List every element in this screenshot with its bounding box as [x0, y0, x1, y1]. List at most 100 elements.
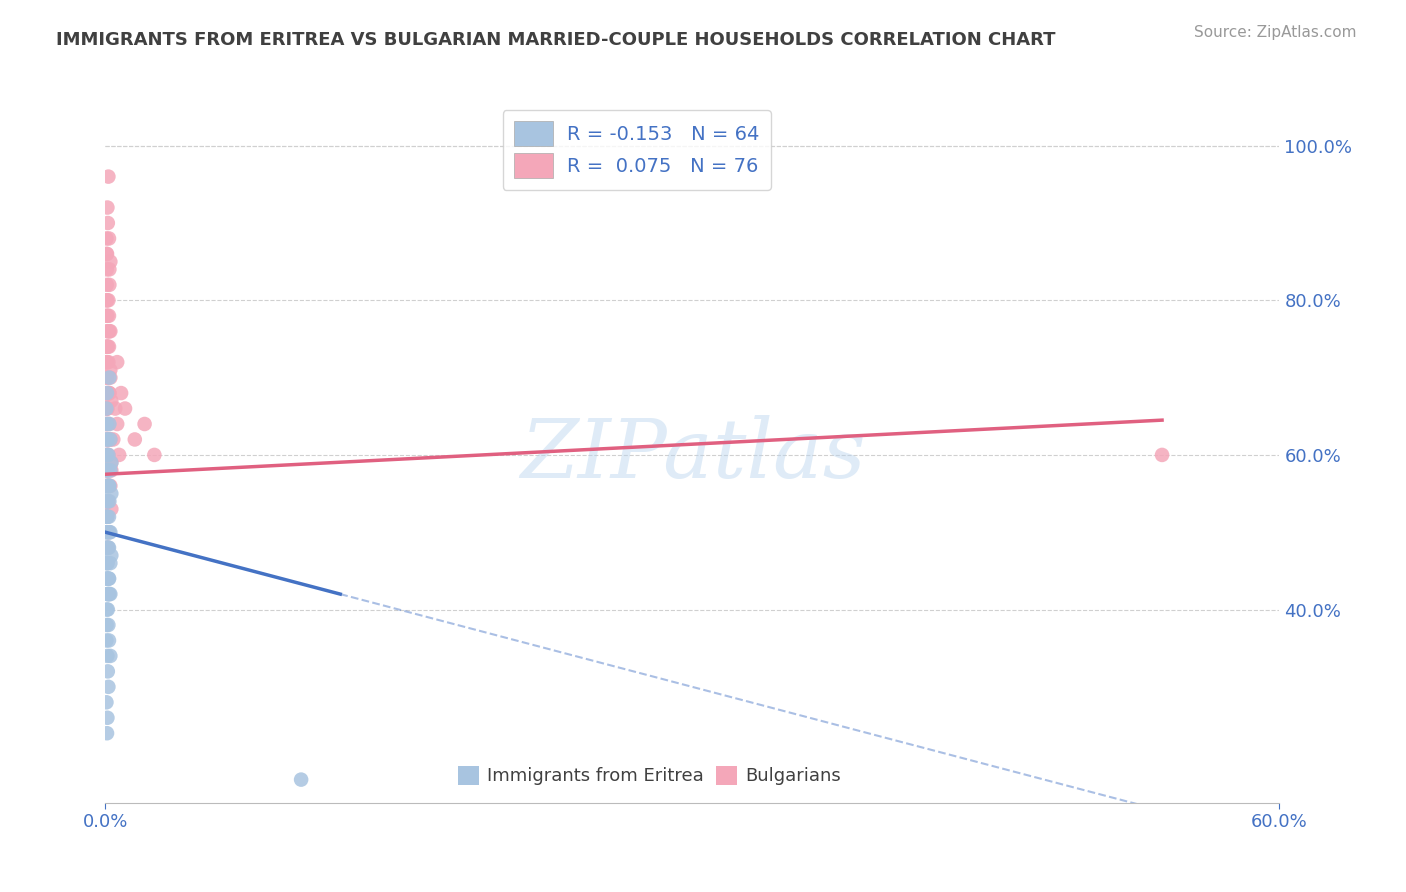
Point	[104, 401, 127, 416]
Point	[98, 556, 121, 570]
Point	[96, 541, 118, 555]
Point	[100, 463, 122, 477]
Point	[97, 386, 120, 401]
Point	[96, 401, 118, 416]
Point	[96, 417, 118, 431]
Point	[98, 525, 121, 540]
Point	[98, 479, 121, 493]
Point	[98, 572, 121, 586]
Point	[97, 665, 120, 679]
Point	[98, 417, 121, 431]
Point	[98, 479, 121, 493]
Point	[96, 448, 118, 462]
Point	[98, 587, 121, 601]
Point	[110, 386, 132, 401]
Point	[96, 572, 118, 586]
Point	[97, 433, 120, 447]
Point	[98, 309, 121, 323]
Point	[96, 509, 118, 524]
Point	[96, 494, 118, 508]
Point	[97, 324, 120, 338]
Point	[96, 541, 118, 555]
Point	[96, 463, 118, 477]
Point	[98, 324, 121, 338]
Text: IMMIGRANTS FROM ERITREA VS BULGARIAN MARRIED-COUPLE HOUSEHOLDS CORRELATION CHART: IMMIGRANTS FROM ERITREA VS BULGARIAN MAR…	[56, 31, 1056, 49]
Point	[100, 456, 122, 470]
Point	[97, 602, 120, 616]
Point	[100, 486, 122, 500]
Point	[98, 370, 121, 384]
Point	[96, 525, 118, 540]
Point	[98, 417, 121, 431]
Point	[98, 587, 121, 601]
Point	[96, 309, 118, 323]
Point	[97, 587, 120, 601]
Point	[98, 386, 121, 401]
Point	[96, 494, 118, 508]
Point	[100, 393, 122, 408]
Point	[98, 525, 121, 540]
Point	[96, 340, 118, 354]
Point	[98, 479, 121, 493]
Point	[96, 247, 118, 261]
Point	[96, 695, 118, 709]
Point	[96, 401, 118, 416]
Point	[97, 293, 120, 308]
Point	[96, 417, 118, 431]
Point	[96, 401, 118, 416]
Point	[98, 340, 121, 354]
Point	[97, 169, 120, 184]
Point	[97, 216, 120, 230]
Point	[96, 277, 118, 292]
Point	[96, 309, 118, 323]
Point	[98, 525, 121, 540]
Point	[97, 541, 120, 555]
Point	[96, 479, 118, 493]
Point	[96, 509, 118, 524]
Point	[97, 448, 120, 462]
Point	[96, 463, 118, 477]
Point	[96, 726, 118, 740]
Text: Bulgarians: Bulgarians	[745, 766, 841, 785]
Point	[97, 541, 120, 555]
Point	[98, 324, 121, 338]
Point	[96, 448, 118, 462]
Point	[97, 340, 120, 354]
Point	[98, 648, 121, 663]
Point	[98, 509, 121, 524]
Point	[96, 556, 118, 570]
Point	[96, 340, 118, 354]
Legend: R = -0.153   N = 64, R =  0.075   N = 76: R = -0.153 N = 64, R = 0.075 N = 76	[502, 110, 770, 190]
Point	[98, 386, 121, 401]
Point	[97, 494, 120, 508]
Point	[96, 401, 118, 416]
Point	[134, 417, 156, 431]
Bar	[457, 766, 479, 785]
Point	[96, 479, 118, 493]
Text: Immigrants from Eritrea: Immigrants from Eritrea	[486, 766, 704, 785]
Point	[96, 201, 118, 215]
Point	[96, 711, 118, 725]
Point	[96, 448, 118, 462]
Point	[105, 355, 128, 369]
Point	[1150, 448, 1173, 462]
Point	[98, 231, 121, 245]
Point	[96, 324, 118, 338]
Point	[96, 355, 118, 369]
Point	[97, 587, 120, 601]
Point	[96, 293, 118, 308]
Point	[97, 618, 120, 632]
Point	[96, 433, 118, 447]
Text: Source: ZipAtlas.com: Source: ZipAtlas.com	[1194, 25, 1357, 40]
Point	[96, 386, 118, 401]
Point	[103, 433, 125, 447]
Point	[98, 254, 121, 268]
Point	[96, 262, 118, 277]
Point	[98, 277, 121, 292]
Point	[98, 572, 121, 586]
Point	[97, 355, 120, 369]
Point	[96, 587, 118, 601]
Point	[100, 549, 122, 563]
Point	[114, 401, 136, 416]
Point	[96, 509, 118, 524]
